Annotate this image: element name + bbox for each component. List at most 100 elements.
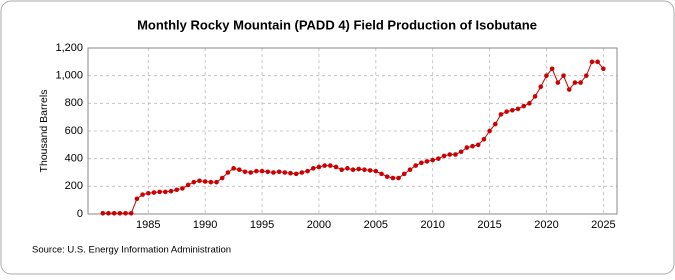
data-point	[328, 163, 333, 168]
data-point	[578, 80, 583, 85]
y-axis-label: Thousand Barrels	[38, 90, 50, 173]
data-point	[555, 80, 561, 85]
x-tick-label: 2000	[307, 219, 331, 231]
data-point	[441, 153, 447, 159]
data-point	[310, 166, 316, 171]
x-tick-label: 2005	[364, 219, 388, 231]
data-point	[316, 164, 322, 170]
data-point	[111, 211, 117, 216]
data-point	[538, 84, 544, 90]
y-tick-label: 0	[77, 208, 83, 220]
data-point	[481, 137, 487, 142]
data-point	[419, 160, 424, 166]
data-point	[566, 87, 572, 92]
data-point	[572, 80, 578, 85]
data-point	[544, 73, 549, 78]
data-point	[299, 170, 305, 175]
data-point	[492, 121, 498, 127]
y-tick-label: 800	[65, 97, 83, 109]
data-point	[589, 59, 595, 65]
data-point	[185, 182, 191, 188]
x-tick-label: 1985	[136, 219, 160, 231]
data-point	[458, 149, 464, 155]
data-point	[293, 171, 299, 177]
data-point	[470, 143, 475, 149]
x-tick-label: 2015	[477, 219, 501, 231]
data-point	[407, 167, 413, 173]
data-point	[174, 187, 180, 193]
data-point	[549, 66, 555, 72]
data-point	[333, 164, 339, 170]
data-point	[157, 189, 162, 195]
data-point	[532, 94, 538, 99]
data-point	[510, 107, 515, 113]
x-tick-label: 2025	[591, 219, 615, 231]
x-tick-label: 1995	[250, 219, 274, 231]
data-point	[248, 170, 253, 175]
data-point	[322, 163, 327, 168]
y-tick-label: 400	[65, 153, 83, 165]
data-point	[145, 190, 151, 196]
data-point	[106, 211, 111, 216]
data-point	[276, 169, 282, 175]
data-point	[424, 159, 430, 164]
y-tick-label: 600	[65, 125, 83, 137]
data-point	[231, 166, 236, 171]
data-point	[362, 167, 367, 173]
data-point	[140, 192, 145, 197]
data-point	[401, 171, 407, 177]
data-point	[527, 101, 532, 106]
data-point	[123, 211, 128, 216]
y-tick-label: 200	[65, 180, 83, 192]
data-point	[242, 169, 248, 175]
data-point	[373, 168, 379, 174]
x-tick-label: 1990	[193, 219, 217, 231]
chart-title: Monthly Rocky Mountain (PADD 4) Field Pr…	[137, 17, 537, 32]
data-point	[345, 166, 350, 171]
data-point	[504, 109, 509, 114]
data-point	[390, 175, 396, 181]
data-point	[237, 167, 242, 173]
data-point	[214, 179, 219, 185]
data-point	[379, 171, 384, 177]
data-point	[339, 167, 344, 173]
data-point	[282, 170, 288, 175]
data-point	[254, 168, 259, 174]
data-point	[225, 170, 231, 175]
data-point	[595, 59, 600, 65]
data-point	[219, 175, 225, 181]
data-point	[367, 168, 373, 173]
data-point	[583, 73, 589, 78]
data-point	[197, 178, 202, 184]
x-tick-label: 2020	[534, 219, 558, 231]
data-point	[464, 145, 470, 150]
data-point	[601, 66, 606, 72]
data-point	[134, 196, 140, 202]
data-point	[259, 168, 265, 174]
plot-border	[87, 47, 618, 215]
data-point	[453, 152, 458, 157]
data-point	[117, 211, 123, 216]
data-point	[180, 186, 185, 191]
data-point	[356, 166, 362, 172]
data-point	[498, 112, 504, 117]
data-point	[288, 170, 293, 176]
y-tick-label: 1,000	[55, 70, 83, 82]
data-point	[487, 128, 492, 134]
data-point	[430, 157, 436, 163]
data-point	[163, 189, 168, 195]
x-tick-label: 2010	[420, 219, 444, 231]
data-point	[350, 167, 356, 173]
data-point	[265, 169, 271, 175]
data-point	[396, 175, 401, 181]
data-point	[128, 211, 134, 216]
data-point	[191, 179, 197, 185]
data-point	[515, 106, 521, 112]
data-point	[168, 188, 174, 194]
data-point	[475, 142, 481, 148]
data-point	[561, 73, 566, 78]
data-point	[436, 156, 441, 161]
data-point	[208, 179, 214, 185]
